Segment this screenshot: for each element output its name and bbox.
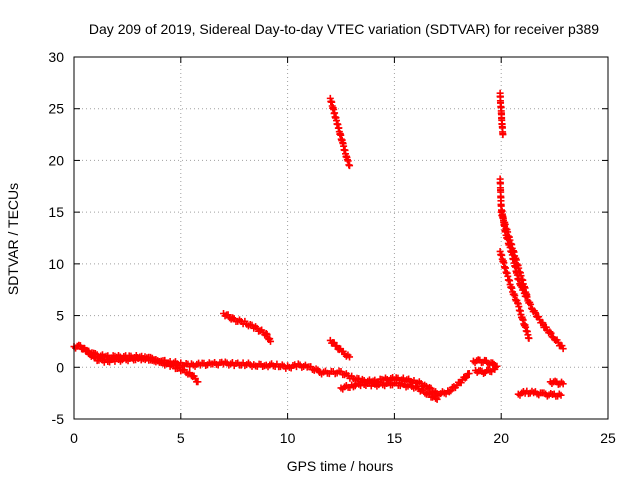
series-arc-20h-lower (496, 247, 533, 342)
series-arc-22h-tail (546, 377, 567, 388)
data-point (539, 319, 547, 327)
data-point (333, 342, 341, 350)
data-point (457, 379, 465, 387)
data-point (445, 388, 453, 396)
data-point (559, 345, 567, 353)
data-point (527, 300, 535, 308)
data-point (462, 373, 470, 381)
data-point (432, 394, 440, 402)
data-point (175, 363, 183, 371)
series-arc-20h-mid (497, 208, 531, 299)
data-point (461, 374, 469, 382)
y-tick-label: 30 (48, 49, 64, 65)
data-point (542, 323, 550, 331)
data-point (433, 395, 441, 403)
data-point (424, 389, 432, 397)
series-arc-12h-high (326, 94, 354, 170)
grid (74, 57, 608, 419)
data-point (194, 378, 202, 386)
x-axis-label: GPS time / hours (287, 458, 394, 474)
data-point (465, 369, 473, 377)
series-spike-20h (496, 89, 507, 139)
data-point (427, 384, 435, 392)
series-arc-19h-lower (472, 365, 499, 377)
data-point (559, 380, 567, 388)
data-point (547, 329, 555, 337)
x-tick-label: 5 (177, 430, 185, 446)
data-point (346, 162, 354, 170)
data-point (263, 330, 271, 338)
data-point (525, 334, 533, 342)
data-point (546, 328, 554, 336)
y-tick-label: 20 (48, 152, 64, 168)
y-tick-label: -5 (52, 411, 65, 427)
x-tick-label: 25 (600, 430, 616, 446)
y-axis-label: SDTVAR / TECUs (5, 183, 21, 295)
data-point (262, 330, 270, 338)
data-point (447, 387, 455, 395)
series-arc-21h-bottom (514, 387, 565, 400)
y-tick-label: 0 (56, 359, 64, 375)
data-point (531, 309, 539, 317)
series-arc-12h-low (326, 336, 354, 361)
data-point (491, 365, 499, 373)
x-tick-label: 10 (280, 430, 296, 446)
series-arc-7h (220, 310, 275, 345)
y-tick-label: 25 (48, 101, 64, 117)
x-tick-label: 20 (493, 430, 509, 446)
x-tick-label: 15 (387, 430, 403, 446)
y-tick-label: 15 (48, 204, 64, 220)
chart-title: Day 209 of 2019, Sidereal Day-to-day VTE… (89, 21, 599, 37)
series-arc-main-low-lower (81, 345, 202, 386)
series-arc-20h-upper (496, 175, 567, 353)
y-tick-label: 5 (56, 308, 64, 324)
x-tick-label: 0 (70, 430, 78, 446)
data-point (90, 353, 98, 361)
y-tick-label: 10 (48, 256, 64, 272)
data-point (557, 391, 565, 399)
data-point (85, 347, 93, 355)
data-point (346, 353, 354, 361)
ticks: 0 5 10 15 20 25 -5 0 5 10 15 20 25 30 (48, 49, 616, 446)
data-point (523, 291, 531, 299)
data-point (76, 342, 84, 350)
data-points (70, 89, 567, 403)
series-arc-mid-lower (337, 378, 441, 403)
data-point (267, 337, 275, 345)
data-point (499, 131, 507, 139)
data-point (229, 314, 237, 322)
plot-frame (73, 56, 609, 420)
